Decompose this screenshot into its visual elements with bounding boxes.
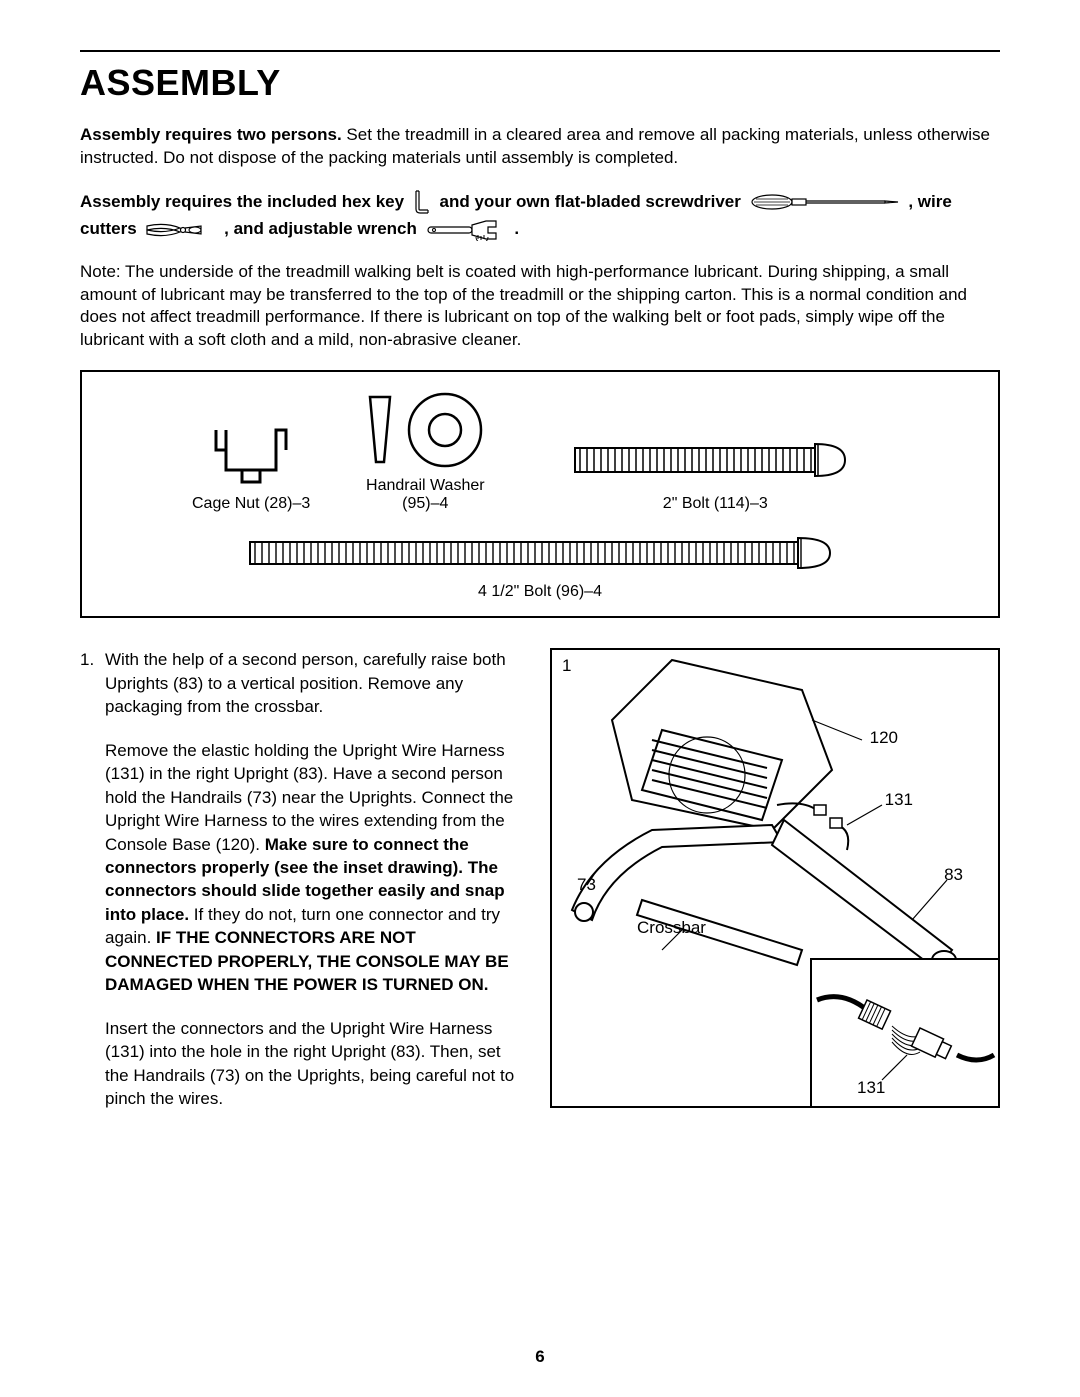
- step-1-p2-bold2: IF THE CONNECTORS ARE NOT CONNECTED PROP…: [105, 928, 509, 994]
- tools-seg5: .: [514, 219, 519, 238]
- part-cage-nut: Cage Nut (28)–3: [192, 420, 310, 513]
- tools-seg2: and your own flat-bladed screwdriver: [440, 192, 746, 211]
- screwdriver-icon: [750, 193, 900, 211]
- top-rule: [80, 50, 1000, 52]
- parts-row-2: 4 1/2" Bolt (96)–4: [122, 528, 958, 601]
- callout-120: 120: [870, 728, 898, 748]
- step-1-row: 1. With the help of a second person, car…: [80, 648, 1000, 1130]
- bolt-2in-label: 2" Bolt (114)–3: [570, 495, 860, 513]
- step-1-diagram-col: 1: [550, 648, 1000, 1130]
- bolt-2in-icon: [570, 430, 860, 490]
- intro-bold: Assembly requires two persons.: [80, 125, 342, 144]
- handrail-washer-label-2: (95)–4: [360, 495, 490, 513]
- wire-cutters-icon: [145, 220, 215, 240]
- hex-key-icon: [413, 189, 431, 215]
- adjustable-wrench-icon: [426, 219, 506, 241]
- note-paragraph: Note: The underside of the treadmill wal…: [80, 261, 1000, 353]
- step-1-p2: Remove the elastic holding the Upright W…: [105, 739, 520, 997]
- intro-paragraph: Assembly requires two persons. Set the t…: [80, 124, 1000, 170]
- callout-131: 131: [885, 790, 913, 810]
- step-1-number: 1.: [80, 648, 105, 671]
- inset-callout-131: 131: [857, 1078, 885, 1098]
- bolt-4-5in-icon: [245, 528, 835, 578]
- tools-paragraph: Assembly requires the included hex key a…: [80, 188, 1000, 243]
- step-1-p1: With the help of a second person, carefu…: [105, 648, 520, 718]
- callout-crossbar: Crossbar: [637, 918, 706, 938]
- step-1-text: 1. With the help of a second person, car…: [80, 648, 520, 1130]
- step-1: 1. With the help of a second person, car…: [105, 648, 520, 1110]
- tools-seg4: , and adjustable wrench: [224, 219, 421, 238]
- part-handrail-washer: Handrail Washer (95)–4: [360, 392, 490, 513]
- callout-73: 73: [577, 875, 596, 895]
- parts-identification-box: Cage Nut (28)–3 Handrail Washer (95)–4: [80, 370, 1000, 618]
- tools-seg1: Assembly requires the included hex key: [80, 192, 409, 211]
- step-1-p3: Insert the connectors and the Upright Wi…: [105, 1017, 520, 1111]
- handrail-washer-icon: [360, 392, 490, 472]
- parts-row-1: Cage Nut (28)–3 Handrail Washer (95)–4: [122, 392, 958, 513]
- step-1-diagram: 1: [550, 648, 1000, 1108]
- callout-83: 83: [944, 865, 963, 885]
- page-title: ASSEMBLY: [80, 62, 1000, 104]
- connector-inset: 131: [810, 958, 1000, 1108]
- cage-nut-label: Cage Nut (28)–3: [192, 495, 310, 513]
- connector-detail-illustration: [812, 960, 998, 1106]
- bolt-4-5in-label: 4 1/2" Bolt (96)–4: [122, 583, 958, 601]
- cage-nut-icon: [206, 420, 296, 490]
- page: ASSEMBLY Assembly requires two persons. …: [0, 0, 1080, 1397]
- handrail-washer-label-1: Handrail Washer: [360, 477, 490, 495]
- page-number: 6: [0, 1347, 1080, 1367]
- part-2in-bolt: 2" Bolt (114)–3: [570, 430, 860, 513]
